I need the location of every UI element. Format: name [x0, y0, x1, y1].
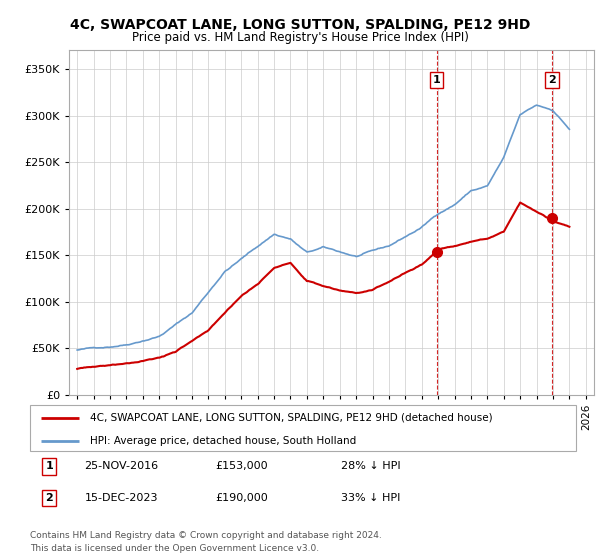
Text: 1: 1 — [45, 461, 53, 472]
Text: This data is licensed under the Open Government Licence v3.0.: This data is licensed under the Open Gov… — [30, 544, 319, 553]
Text: 28% ↓ HPI: 28% ↓ HPI — [341, 461, 401, 472]
Text: HPI: Average price, detached house, South Holland: HPI: Average price, detached house, Sout… — [90, 436, 356, 446]
Text: £190,000: £190,000 — [215, 493, 268, 503]
Text: 15-DEC-2023: 15-DEC-2023 — [85, 493, 158, 503]
FancyBboxPatch shape — [30, 405, 576, 451]
Text: 2: 2 — [548, 74, 556, 85]
Text: 1: 1 — [433, 74, 440, 85]
Text: 25-NOV-2016: 25-NOV-2016 — [85, 461, 159, 472]
Text: 33% ↓ HPI: 33% ↓ HPI — [341, 493, 401, 503]
Text: Price paid vs. HM Land Registry's House Price Index (HPI): Price paid vs. HM Land Registry's House … — [131, 31, 469, 44]
Text: 4C, SWAPCOAT LANE, LONG SUTTON, SPALDING, PE12 9HD: 4C, SWAPCOAT LANE, LONG SUTTON, SPALDING… — [70, 18, 530, 32]
Text: Contains HM Land Registry data © Crown copyright and database right 2024.: Contains HM Land Registry data © Crown c… — [30, 531, 382, 540]
Text: £153,000: £153,000 — [215, 461, 268, 472]
Text: 2: 2 — [45, 493, 53, 503]
Text: 4C, SWAPCOAT LANE, LONG SUTTON, SPALDING, PE12 9HD (detached house): 4C, SWAPCOAT LANE, LONG SUTTON, SPALDING… — [90, 413, 493, 423]
